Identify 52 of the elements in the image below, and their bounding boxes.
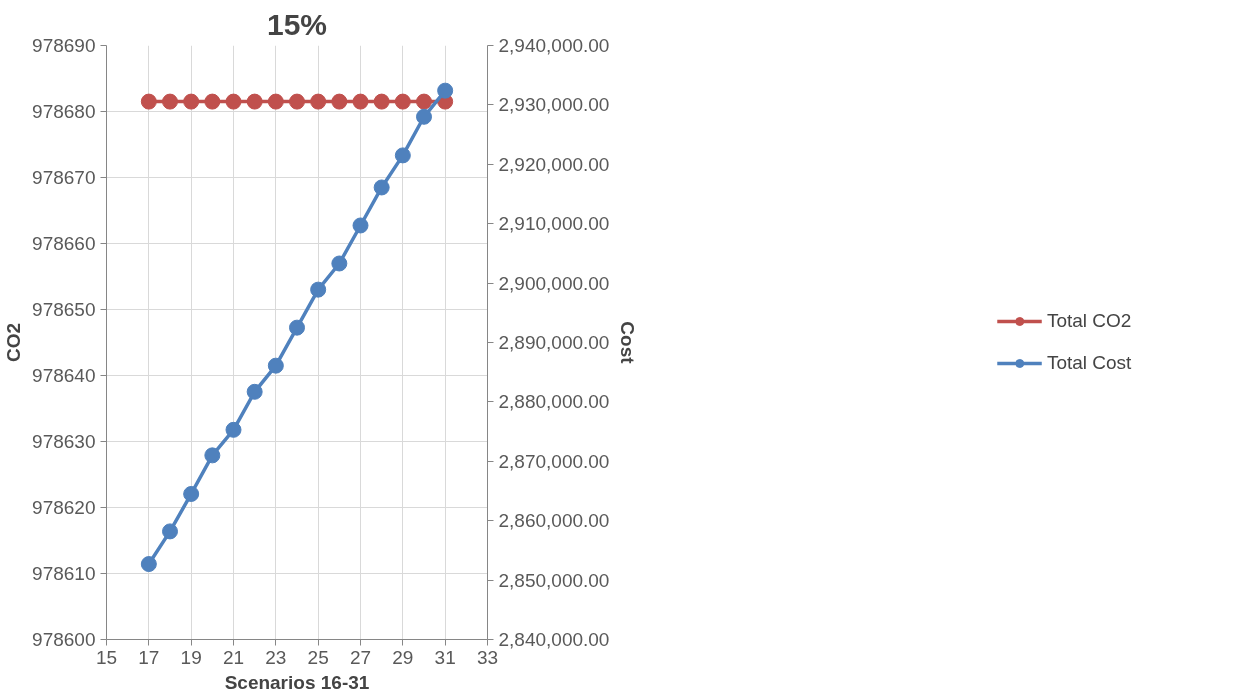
- y2-tick-label: 2,890,000.00: [498, 332, 610, 353]
- y2-tick-label: 2,850,000.00: [498, 569, 610, 591]
- y-tick-label: 978670: [32, 167, 96, 188]
- x-tick-label: 25: [307, 646, 329, 668]
- point: [352, 217, 369, 234]
- x-tick-label: 19: [180, 646, 202, 668]
- y2-tick-label: 2,870,000.00: [498, 450, 610, 472]
- x-axis-title: Scenarios 16-31: [224, 671, 370, 693]
- y2-tick-label: 2,880,000.00: [498, 391, 610, 413]
- y-tick-label: 978680: [32, 101, 96, 122]
- y-tick-label: 978650: [32, 299, 96, 320]
- x-tick-label: 17: [138, 646, 160, 668]
- point: [140, 556, 157, 573]
- point: [437, 82, 454, 99]
- x-tick-label: 21: [222, 646, 245, 668]
- y-tick-label: 978630: [32, 431, 96, 452]
- legend-label: Total Cost: [1046, 352, 1132, 374]
- y2-tick-label: 2,910,000.00: [498, 213, 610, 235]
- point: [183, 485, 200, 502]
- y-tick-label: 978600: [32, 629, 96, 650]
- y-tick-label: 978610: [32, 563, 96, 584]
- point: [373, 179, 390, 196]
- point: [289, 319, 305, 336]
- x-tick-label: 15: [95, 646, 118, 668]
- x-tick-label: 33: [476, 646, 499, 668]
- y-axis-title: CO2: [3, 322, 25, 363]
- legend-label: Total CO2: [1046, 310, 1132, 332]
- y2-tick-label: 2,930,000.00: [498, 94, 610, 116]
- x-tick-label: 29: [392, 646, 414, 668]
- point: [416, 108, 432, 125]
- y2-tick-label: 2,900,000.00: [498, 272, 610, 294]
- y-tick-label: 978640: [32, 365, 96, 386]
- x-tick-label: 27: [349, 646, 372, 668]
- chart-title: 15%: [266, 7, 328, 41]
- y-tick-label: 978660: [32, 233, 96, 254]
- x-tick-label: 31: [434, 646, 456, 668]
- point: [267, 357, 284, 374]
- point: [225, 421, 242, 438]
- y-tick-label: 978620: [32, 497, 96, 518]
- point: [204, 447, 221, 464]
- point: [246, 383, 263, 400]
- point: [394, 147, 411, 164]
- y-tick-label: 978690: [32, 35, 96, 56]
- point: [162, 523, 178, 540]
- y2-axis-title: Cost: [617, 321, 639, 365]
- y2-tick-label: 2,860,000.00: [498, 510, 610, 532]
- y2-tick-label: 2,840,000.00: [498, 629, 610, 650]
- y2-tick-label: 2,940,000.00: [498, 35, 610, 56]
- y2-tick-label: 2,920,000.00: [498, 153, 610, 175]
- point: [310, 281, 327, 298]
- point: [331, 255, 348, 272]
- x-tick-label: 23: [265, 646, 287, 668]
